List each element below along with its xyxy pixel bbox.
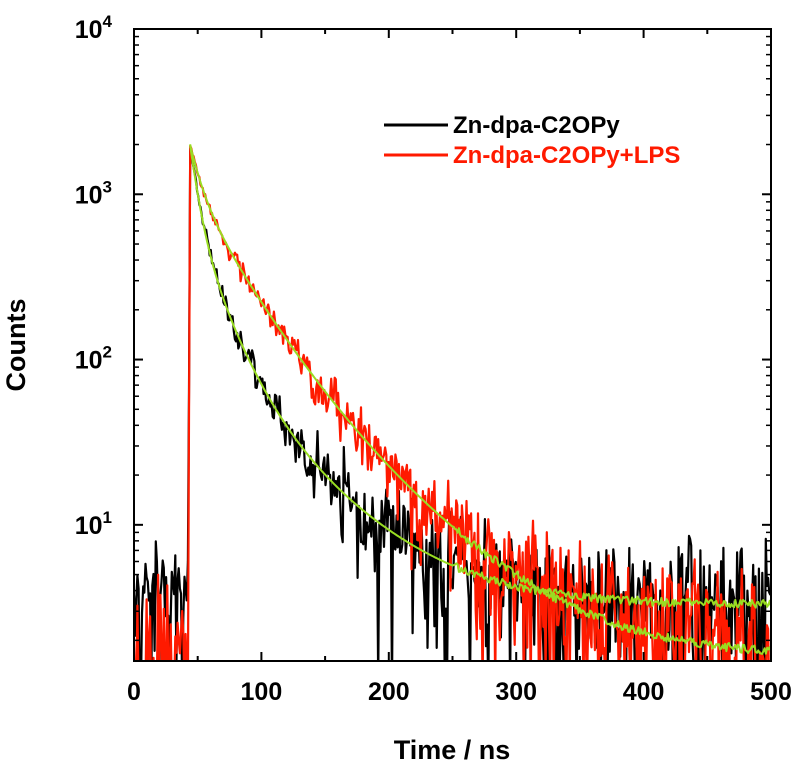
x-axis-title: Time / ns — [394, 735, 511, 765]
x-tick-label: 0 — [127, 678, 141, 706]
y-tick-labels: 101 102 103 104 — [75, 12, 113, 540]
series-2-fit-curve — [189, 144, 771, 655]
legend-label-series-2: Zn-dpa-C2OPy+LPS — [453, 142, 680, 169]
x-tick-label: 100 — [241, 678, 283, 706]
data-layer — [134, 144, 771, 661]
y-tick-label: 102 — [75, 343, 112, 375]
series-1-trace — [134, 147, 771, 661]
x-tick-label: 400 — [623, 678, 665, 706]
x-tick-label: 200 — [368, 678, 410, 706]
x-tick-label: 300 — [495, 678, 537, 706]
y-tick-label: 101 — [75, 508, 112, 540]
legend: Zn-dpa-C2OPy Zn-dpa-C2OPy+LPS — [384, 112, 680, 169]
x-tick-label: 500 — [750, 678, 792, 706]
series-1-fit-curve — [189, 144, 771, 609]
x-tick-labels: 0 100 200 300 400 500 — [127, 678, 792, 706]
series-2-trace — [134, 144, 770, 661]
legend-label-series-1: Zn-dpa-C2OPy — [453, 112, 620, 139]
tick-marks — [133, 28, 772, 661]
y-tick-label: 104 — [75, 12, 113, 44]
y-tick-label: 103 — [75, 177, 112, 209]
y-axis-title: Counts — [1, 299, 31, 392]
